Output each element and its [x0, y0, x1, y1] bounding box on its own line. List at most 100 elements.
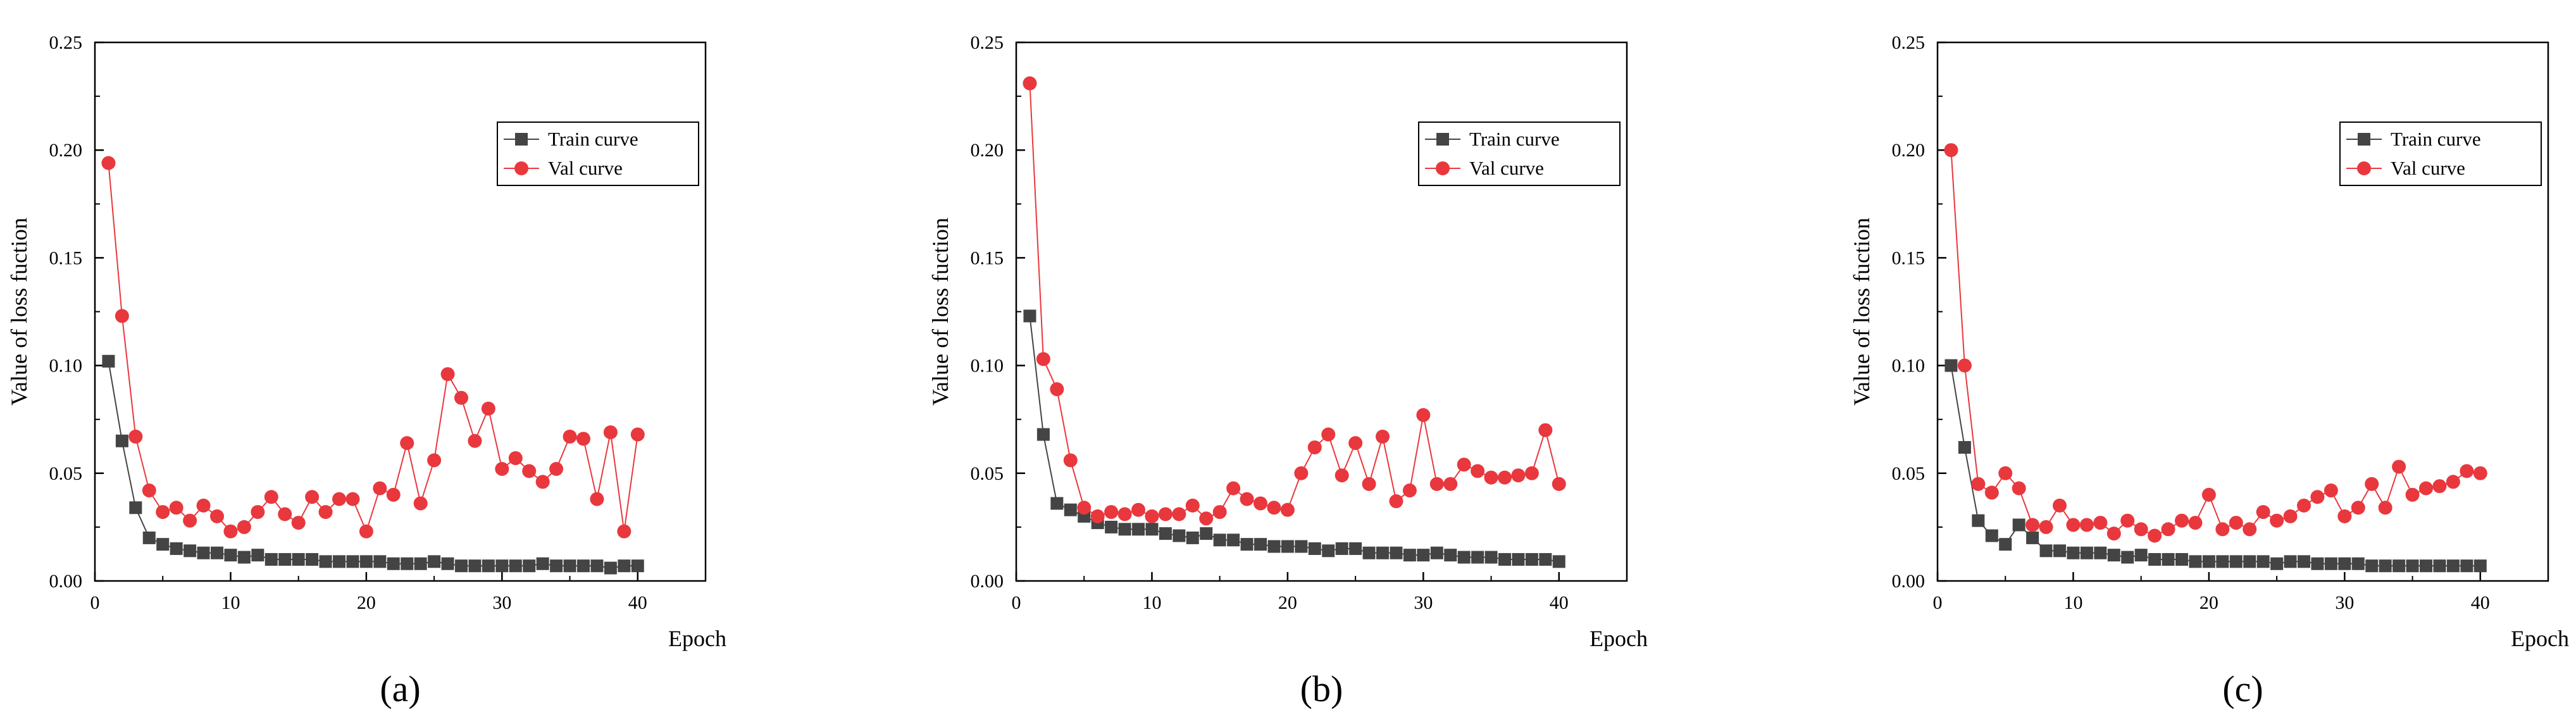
- data-point: [305, 490, 320, 504]
- data-point: [1321, 427, 1336, 442]
- data-point: [1444, 549, 1457, 562]
- data-point: [1957, 358, 1972, 373]
- data-point: [2446, 475, 2460, 489]
- data-point: [2378, 501, 2392, 515]
- data-point: [224, 549, 237, 562]
- data-point: [2365, 559, 2379, 573]
- data-point: [2351, 501, 2365, 515]
- data-point: [237, 551, 251, 564]
- series-line: [1950, 150, 2480, 537]
- y-tick-label: 0.05: [1892, 463, 1926, 484]
- data-point: [156, 505, 170, 520]
- data-point: [1416, 408, 1431, 422]
- data-point: [1552, 477, 1566, 491]
- data-point: [468, 559, 482, 573]
- data-point: [495, 559, 509, 573]
- series-line: [108, 163, 638, 533]
- data-point: [523, 559, 536, 573]
- data-point: [1281, 540, 1294, 553]
- data-point: [413, 496, 428, 511]
- data-point: [631, 559, 644, 573]
- data-point: [2080, 546, 2093, 559]
- legend: Train curve Val curve: [1418, 122, 1621, 186]
- data-point: [251, 505, 265, 520]
- data-point: [618, 559, 631, 573]
- y-tick-label: 0.05: [49, 463, 83, 484]
- y-tick-label: 0.00: [49, 571, 83, 592]
- legend-symbol-train: [1425, 133, 1460, 146]
- data-point: [211, 546, 223, 559]
- legend-marker: [514, 161, 528, 175]
- y-tick-label: 0.25: [1892, 32, 1926, 53]
- x-tick-label: 10: [1142, 592, 1161, 613]
- data-point: [2310, 490, 2325, 504]
- data-point: [2134, 522, 2148, 537]
- data-point: [197, 546, 210, 559]
- data-point: [1158, 507, 1173, 521]
- data-point: [1105, 520, 1118, 533]
- chart-panel-b: 0.00 0.05 0.10 0.15 0.20 0.25 0 10 20 30…: [928, 32, 1648, 709]
- data-point: [2284, 555, 2297, 568]
- data-point: [1064, 503, 1077, 516]
- data-point: [1429, 477, 1444, 491]
- data-point: [400, 436, 414, 451]
- data-point: [1362, 546, 1376, 559]
- data-point: [2405, 487, 2420, 502]
- data-point: [2025, 518, 2040, 532]
- data-point: [196, 498, 211, 513]
- data-point: [1552, 555, 1565, 568]
- data-point: [1131, 502, 1145, 517]
- series-val-curve: [101, 156, 645, 539]
- data-point: [550, 559, 563, 573]
- legend-symbol-train: [504, 133, 539, 146]
- axis-ticks: [94, 41, 639, 582]
- data-point: [1145, 523, 1159, 536]
- data-point: [2079, 518, 2094, 532]
- data-point: [1227, 533, 1240, 547]
- data-point: [128, 429, 143, 444]
- data-point: [2270, 513, 2284, 528]
- data-point: [346, 555, 359, 568]
- data-point: [1322, 544, 1335, 558]
- data-point: [630, 427, 645, 442]
- x-tick-label: 30: [492, 592, 511, 613]
- data-point: [1172, 507, 1186, 521]
- data-point: [1117, 507, 1132, 521]
- legend-label-train: Train curve: [2391, 128, 2481, 150]
- data-point: [2148, 528, 2162, 543]
- data-point: [1308, 542, 1321, 555]
- y-tick-label: 0.00: [1892, 571, 1926, 592]
- panel-label: (c): [2222, 668, 2263, 709]
- y-tick-label: 0.15: [49, 247, 83, 268]
- data-point: [2338, 557, 2351, 570]
- data-point: [2324, 483, 2338, 498]
- legend-symbol-val: [1425, 161, 1460, 175]
- data-point: [1036, 428, 1050, 441]
- data-point: [115, 309, 129, 323]
- y-tick-label: 0.05: [971, 463, 1004, 484]
- data-point: [2473, 559, 2487, 573]
- data-point: [2162, 552, 2175, 566]
- data-point: [251, 549, 264, 562]
- data-point: [332, 492, 346, 506]
- data-point: [2365, 477, 2379, 491]
- data-point: [291, 516, 306, 530]
- x-tick-label: 20: [357, 592, 376, 613]
- data-point: [590, 559, 604, 573]
- y-tick-label: 0.20: [971, 140, 1004, 161]
- x-tick-label: 40: [1550, 592, 1569, 613]
- y-tick-label: 0.00: [971, 571, 1004, 592]
- data-point: [2297, 498, 2311, 513]
- data-point: [2432, 479, 2447, 494]
- series-val-curve: [1023, 76, 1566, 526]
- data-point: [401, 557, 414, 570]
- data-point: [237, 520, 251, 534]
- data-point: [2392, 559, 2406, 573]
- data-point: [386, 487, 401, 502]
- data-point: [333, 555, 345, 568]
- data-point: [1118, 523, 1131, 536]
- x-tick-label: 10: [2063, 592, 2082, 613]
- legend-symbol-val: [504, 161, 539, 175]
- data-point: [1972, 514, 1985, 527]
- data-point: [2337, 509, 2352, 523]
